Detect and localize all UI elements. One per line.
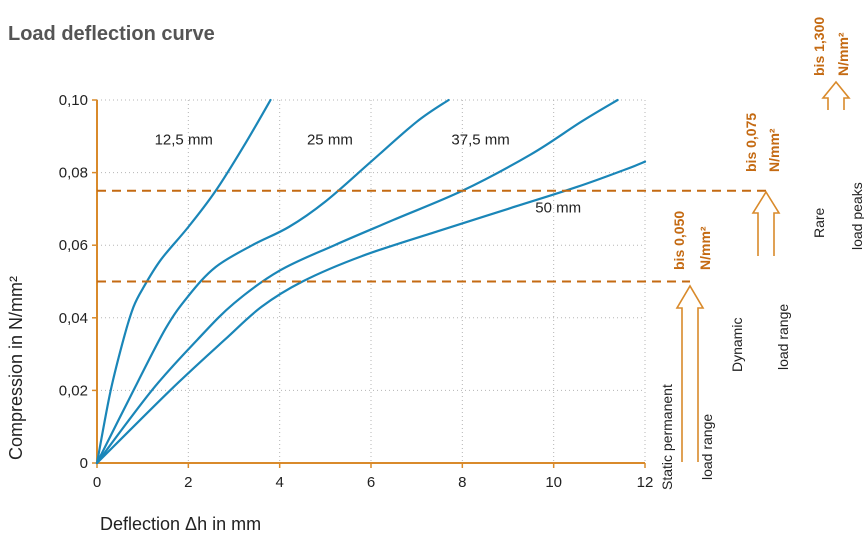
- dynamic-range-arrow-icon: [751, 190, 781, 256]
- x-tick-label: 6: [367, 474, 375, 491]
- y-tick-label: 0,04: [59, 310, 88, 327]
- dynamic-range-label-top: Dynamic: [729, 318, 745, 372]
- ref-unit-0050: N/mm²: [697, 226, 713, 270]
- x-tick-label: 10: [545, 474, 562, 491]
- series-line-25mm: [95, 98, 450, 465]
- y-tick-label: 0,02: [59, 382, 88, 399]
- series-group: [95, 98, 647, 465]
- x-tick-label: 8: [458, 474, 466, 491]
- static-range-label-top: Static permanent: [659, 384, 675, 490]
- series-label-50mm: 50 mm: [535, 200, 581, 217]
- ref-label-0075: bis 0,075: [743, 113, 759, 172]
- reference-lines: [97, 189, 766, 283]
- ref-label-1300: bis 1,300: [811, 17, 827, 76]
- x-tick-label: 12: [637, 474, 654, 491]
- chart-title: Load deflection curve: [8, 23, 215, 45]
- series-label-12-5mm: 12,5 mm: [155, 131, 213, 148]
- x-tick-label: 4: [275, 474, 283, 491]
- series-line-50mm: [95, 160, 647, 465]
- series-line-12-5mm: [95, 98, 272, 465]
- rare-range-label-bottom: load peaks: [849, 182, 864, 250]
- ref-unit-0075: N/mm²: [766, 128, 782, 172]
- y-tick-label: 0: [80, 455, 88, 472]
- tick-labels: 0 2 4 6 8 10 12 0 0,02 0,04 0,06 0,08 0,10: [59, 92, 654, 491]
- static-range-arrow-icon: [675, 284, 705, 462]
- axes: [92, 99, 646, 468]
- series-label-25mm: 25 mm: [307, 131, 353, 148]
- rare-range-label-top: Rare: [811, 207, 827, 238]
- y-axis-label: Compression in N/mm²: [6, 276, 26, 460]
- rare-range-arrow-icon: [821, 80, 851, 110]
- x-tick-label: 0: [93, 474, 101, 491]
- ref-label-0050: bis 0,050: [671, 211, 687, 270]
- series-label-37-5mm: 37,5 mm: [451, 131, 509, 148]
- static-range-label-bottom: load range: [699, 414, 715, 480]
- dynamic-range-label-bottom: load range: [775, 304, 791, 370]
- y-tick-label: 0,06: [59, 237, 88, 254]
- series-line-37-5mm: [95, 98, 619, 465]
- x-axis-label: Deflection Δh in mm: [100, 514, 261, 534]
- y-tick-label: 0,08: [59, 165, 88, 182]
- x-tick-label: 2: [184, 474, 192, 491]
- series-labels: 12,5 mm 25 mm 37,5 mm 50 mm: [155, 131, 582, 216]
- ref-unit-1300: N/mm²: [835, 32, 851, 76]
- y-tick-label: 0,10: [59, 92, 88, 109]
